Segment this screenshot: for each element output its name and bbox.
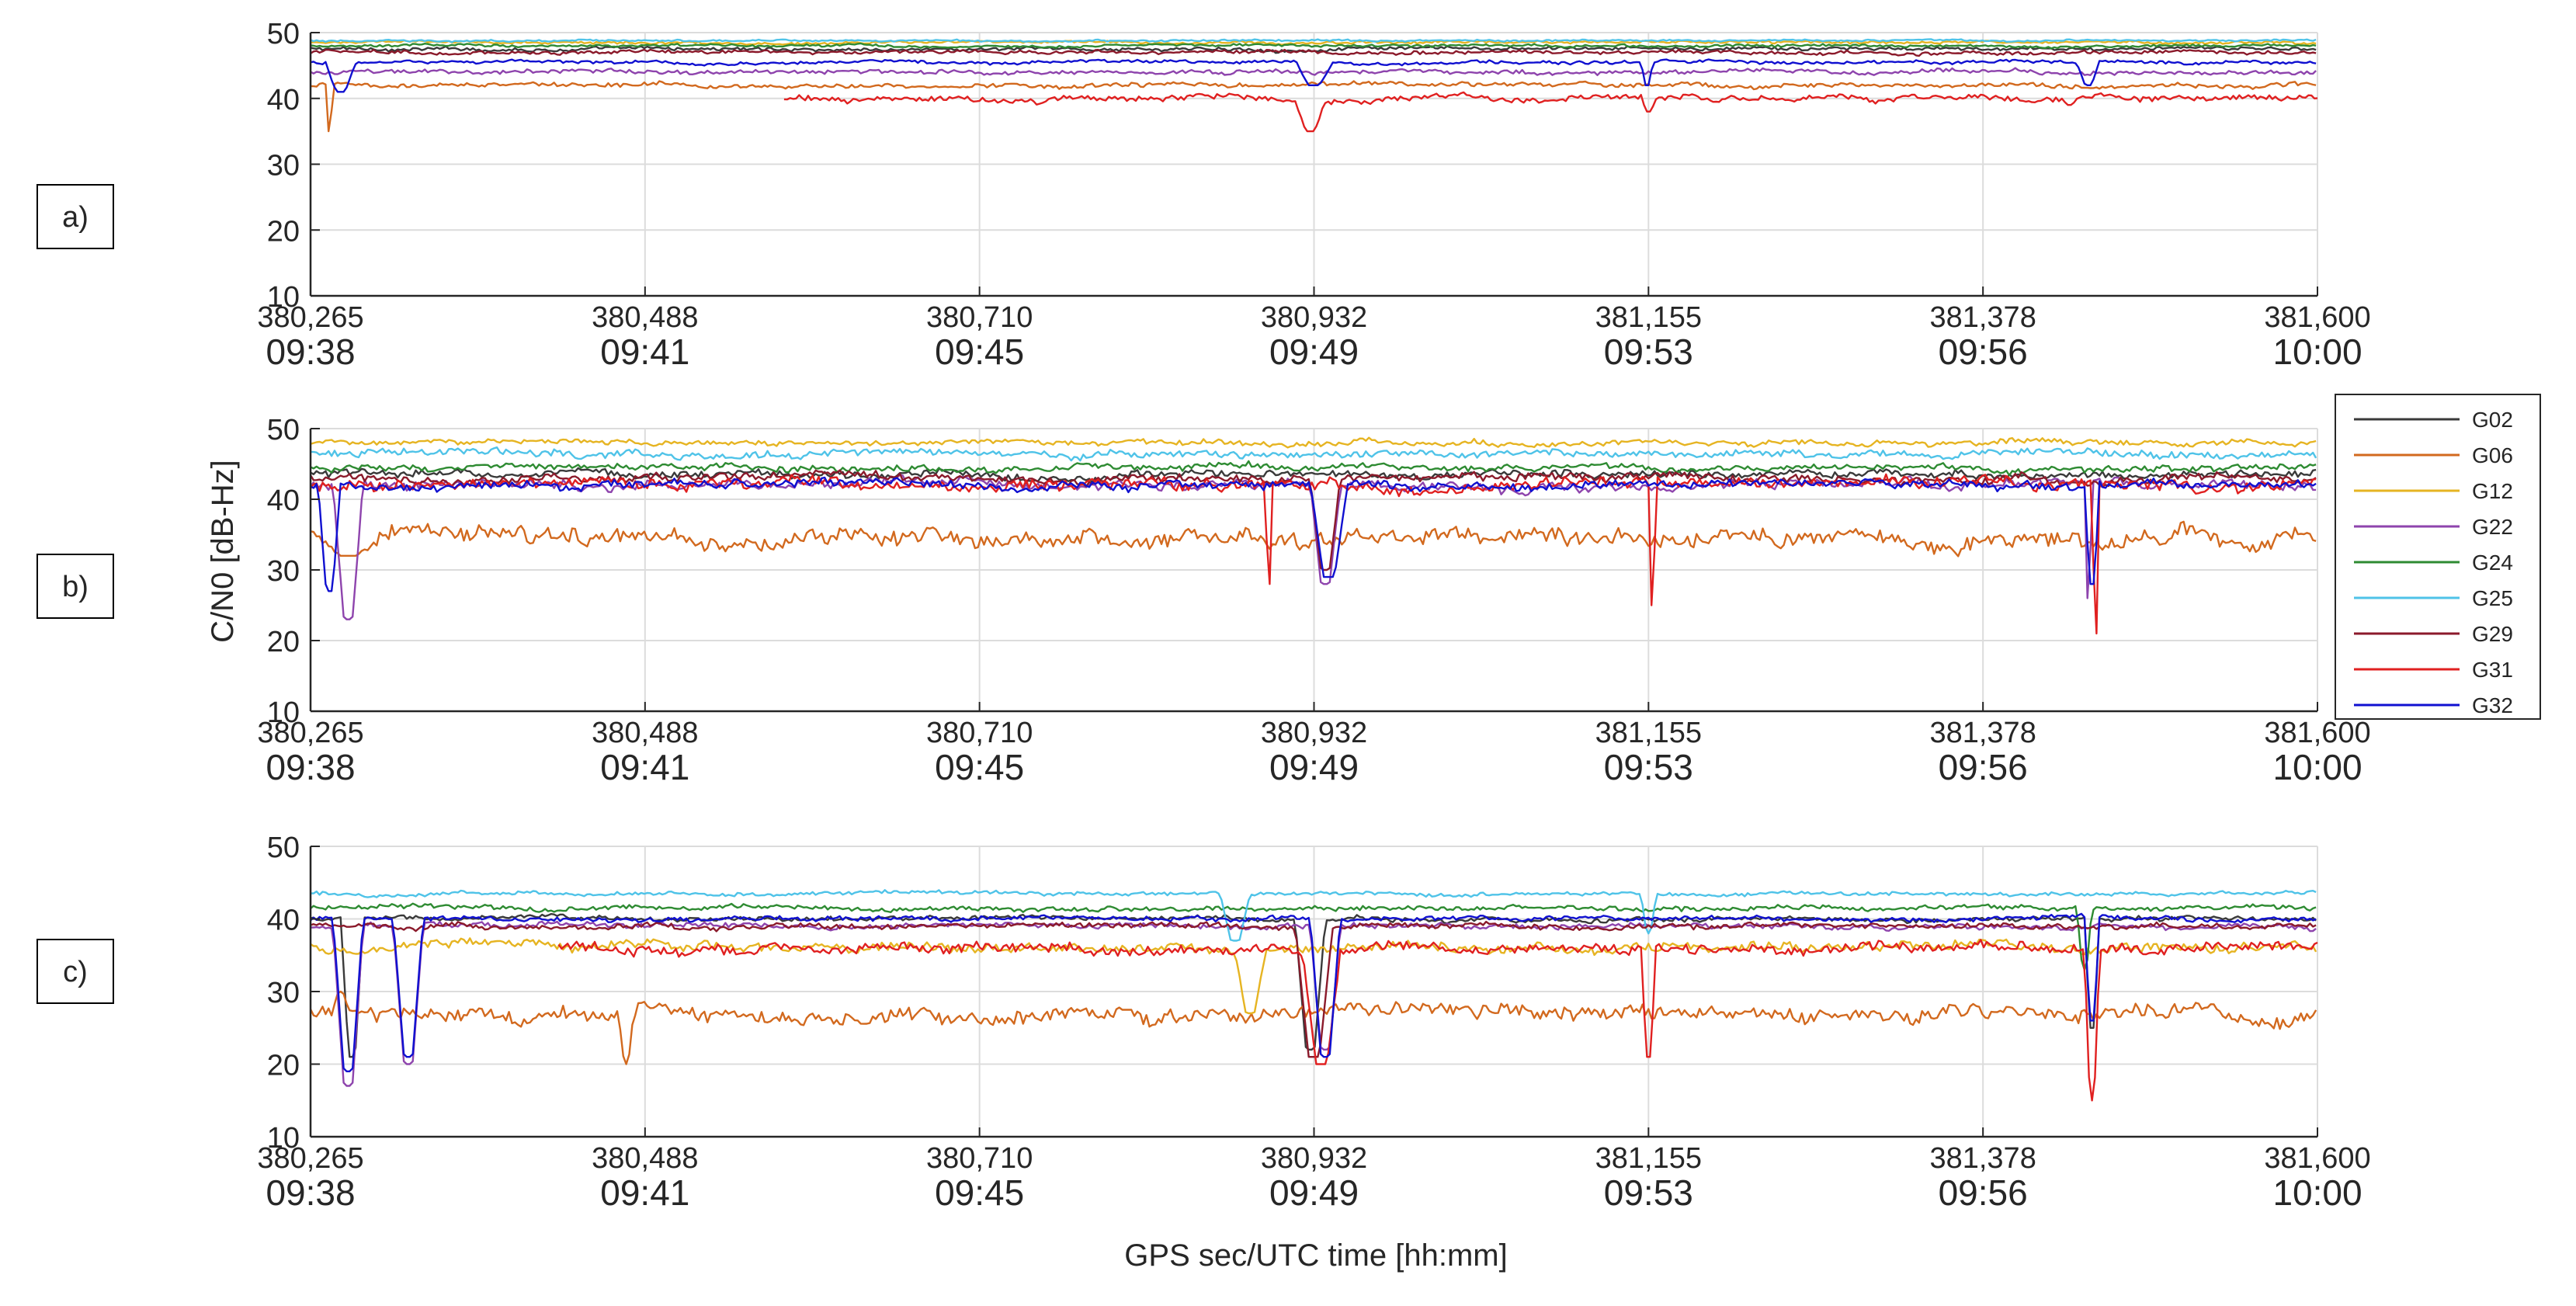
x-tick-label-gps: 381,600 [2264,717,2370,749]
x-tick-label-utc: 10:00 [2272,332,2362,372]
x-tick-label-gps: 380,710 [926,717,1033,749]
x-tick-label-gps: 380,488 [592,717,698,749]
y-tick-label: 30 [267,150,300,182]
x-tick-label-utc: 09:53 [1604,1172,1693,1213]
x-tick-label-gps: 381,155 [1595,717,1702,749]
legend-label-g12: G12 [2472,479,2513,503]
y-tick-label: 50 [267,832,300,864]
x-tick-label-utc: 09:41 [600,332,689,372]
series-line-g24 [310,42,2317,50]
x-tick-label-utc: 09:38 [266,747,355,787]
panel-label-a: a) [36,184,114,249]
x-tick-label-utc: 09:53 [1604,332,1693,372]
x-tick-label-gps: 381,155 [1595,301,1702,334]
x-tick-label-gps: 380,488 [592,301,698,334]
series-line-g32 [310,912,2317,1073]
series-line-g32 [310,476,2317,592]
y-tick-label: 30 [267,555,300,588]
series-line-g25 [310,446,2317,462]
x-tick-label-gps: 380,710 [926,1142,1033,1175]
series-line-g22 [310,67,2317,77]
legend-label-g25: G25 [2472,586,2513,610]
legend-label-g06: G06 [2472,443,2513,467]
x-tick-label-gps: 380,265 [257,717,363,749]
panel-label-b-text: b) [62,571,89,603]
x-tick-label-utc: 10:00 [2272,1172,2362,1213]
x-tick-label-utc: 09:45 [935,332,1024,372]
legend: G02 G06 G12 G22 G24 G25 G29 G31 G32 [2335,394,2541,720]
x-tick-label-utc: 09:38 [266,332,355,372]
panel-label-c-text: c) [63,956,88,988]
series-line-g24 [310,460,2317,477]
y-axis-label: C/N0 [dB-Hz] [206,460,240,643]
y-tick-label: 40 [267,485,300,517]
x-tick-label-gps: 381,155 [1595,1142,1702,1175]
legend-label-g31: G31 [2472,658,2513,682]
series-line-g25 [310,889,2317,942]
legend-label-g02: G02 [2472,408,2513,432]
x-tick-label-utc: 09:41 [600,1172,689,1213]
x-tick-label-utc: 09:53 [1604,747,1693,787]
series-line-g12 [310,39,2317,46]
y-tick-label: 40 [267,84,300,116]
x-tick-label-utc: 09:49 [1269,332,1359,372]
x-tick-label-utc: 09:56 [1939,747,2028,787]
panel-label-b: b) [36,554,114,619]
x-tick-label-gps: 380,265 [257,1142,363,1175]
y-tick-label: 10 [267,1122,300,1155]
y-tick-label: 40 [267,905,300,937]
series-line-g29 [310,48,2317,57]
y-tick-label: 10 [267,696,300,729]
series-line-g06 [309,990,2317,1065]
x-tick-label-gps: 380,932 [1261,1142,1367,1175]
series-line-g06 [310,520,2317,557]
x-tick-label-utc: 09:56 [1939,1172,2028,1213]
y-tick-label: 20 [267,215,300,248]
legend-label-g29: G29 [2472,622,2513,646]
x-tick-label-gps: 380,932 [1261,717,1367,749]
legend-label-g32: G32 [2472,693,2513,717]
x-tick-label-utc: 09:49 [1269,1172,1359,1213]
x-tick-label-utc: 09:45 [935,747,1024,787]
x-tick-label-gps: 381,378 [1929,717,2036,749]
legend-label-g22: G22 [2472,515,2513,539]
y-tick-label: 50 [267,414,300,446]
panel-label-a-text: a) [62,201,89,234]
series-line-g25 [310,38,2317,43]
x-tick-label-utc: 10:00 [2272,747,2362,787]
x-tick-label-gps: 380,265 [257,301,363,334]
panel-label-c: c) [36,939,114,1004]
legend-box [2335,394,2541,720]
x-tick-label-gps: 381,600 [2264,1142,2370,1175]
series-line-g32 [310,58,2317,93]
series-line-g29 [310,920,2317,1058]
x-tick-label-utc: 09:38 [266,1172,355,1213]
y-tick-label: 50 [267,18,300,50]
x-tick-label-gps: 380,710 [926,301,1033,334]
x-tick-label-utc: 09:41 [600,747,689,787]
x-tick-label-utc: 09:45 [935,1172,1024,1213]
x-tick-label-utc: 09:56 [1939,332,2028,372]
series-line-g31 [557,939,2318,1102]
x-axis-label: GPS sec/UTC time [hh:mm] [1124,1238,1507,1273]
series-line-g12 [310,436,2317,449]
x-tick-label-gps: 381,378 [1929,1142,2036,1175]
y-tick-label: 20 [267,626,300,658]
y-tick-label: 30 [267,977,300,1009]
legend-label-g24: G24 [2472,551,2513,575]
x-tick-label-gps: 380,488 [592,1142,698,1175]
y-tick-label: 20 [267,1050,300,1082]
series-line-g06 [310,80,2317,133]
x-tick-label-gps: 381,378 [1929,301,2036,334]
y-tick-label: 10 [267,281,300,314]
series-line-g31 [783,91,2318,133]
x-tick-label-utc: 09:49 [1269,747,1359,787]
series-line-g24 [310,902,2317,971]
x-tick-label-gps: 381,600 [2264,301,2370,334]
x-tick-label-gps: 380,932 [1261,301,1367,334]
